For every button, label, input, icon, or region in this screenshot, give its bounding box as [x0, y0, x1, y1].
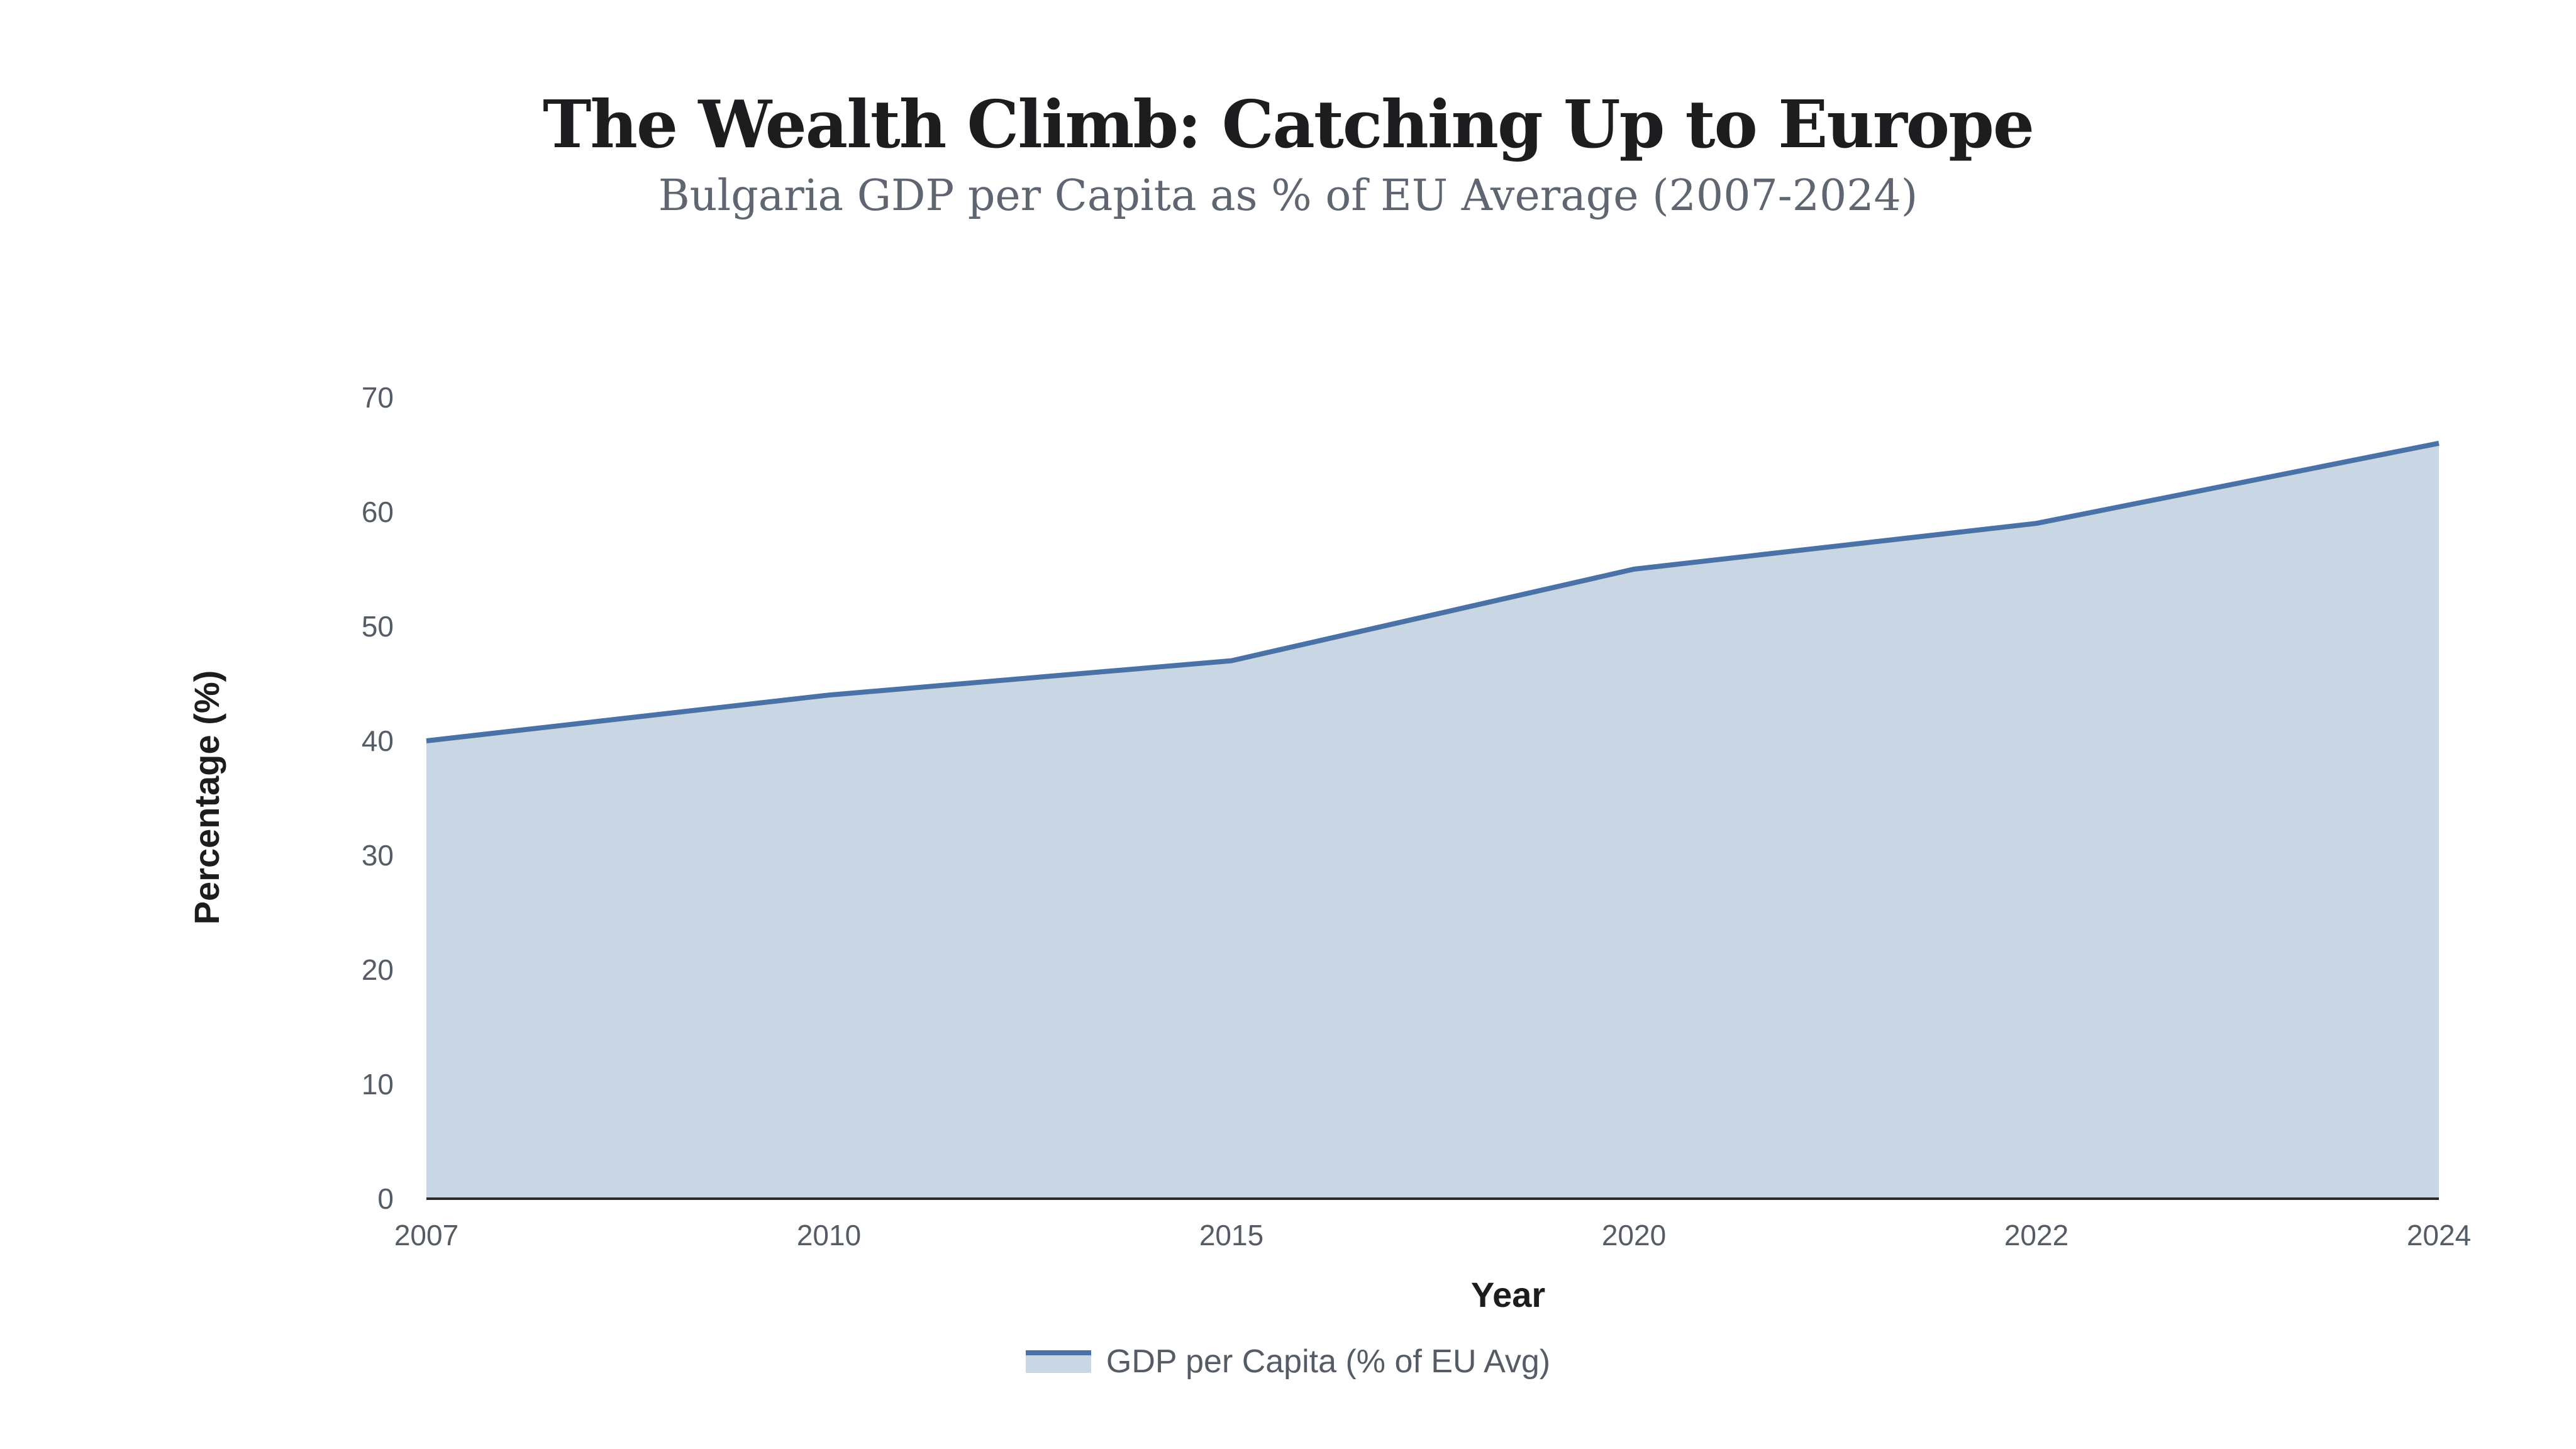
y-tick-label: 30 [362, 839, 394, 872]
x-axis-title: Year [1471, 1275, 1545, 1314]
x-tick-label: 2010 [797, 1219, 861, 1252]
y-tick-label: 10 [362, 1068, 394, 1101]
y-tick-label: 20 [362, 953, 394, 986]
y-tick-label: 50 [362, 610, 394, 643]
chart-subtitle: Bulgaria GDP per Capita as % of EU Avera… [658, 171, 1918, 221]
legend-swatch [1025, 1350, 1091, 1373]
data-point-2024[interactable] [2430, 435, 2448, 452]
legend: GDP per Capita (% of EU Avg) [0, 1333, 2576, 1390]
data-point-2020[interactable] [1625, 560, 1643, 578]
legend-label: GDP per Capita (% of EU Avg) [1106, 1343, 1551, 1380]
data-point-2010[interactable] [820, 686, 838, 704]
y-tick-label: 40 [362, 724, 394, 757]
series-line [426, 440, 2440, 743]
y-axis-ticks: 0 10 20 30 40 50 60 70 [362, 381, 394, 1215]
x-tick-label: 2024 [2407, 1219, 2471, 1252]
plot-area [418, 435, 2448, 1199]
y-tick-label: 70 [362, 381, 394, 414]
x-tick-label: 2015 [1199, 1219, 1263, 1252]
area-fill [426, 443, 2439, 1199]
x-axis-ticks: 2007 2010 2015 2020 2022 2024 [394, 1219, 2471, 1252]
y-tick-label: 0 [377, 1182, 394, 1215]
x-tick-label: 2022 [2004, 1219, 2068, 1252]
data-point-2007[interactable] [418, 732, 435, 750]
legend-item[interactable]: GDP per Capita (% of EU Avg) [1025, 1343, 1551, 1380]
data-point-2015[interactable] [1223, 652, 1240, 670]
x-tick-label: 2020 [1602, 1219, 1666, 1252]
data-point-2022[interactable] [2028, 514, 2045, 532]
y-tick-label: 60 [362, 496, 394, 528]
x-tick-label: 2007 [394, 1219, 458, 1252]
chart-title: The Wealth Climb: Catching Up to Europe [542, 86, 2035, 163]
y-axis-title: Percentage (%) [187, 670, 226, 925]
